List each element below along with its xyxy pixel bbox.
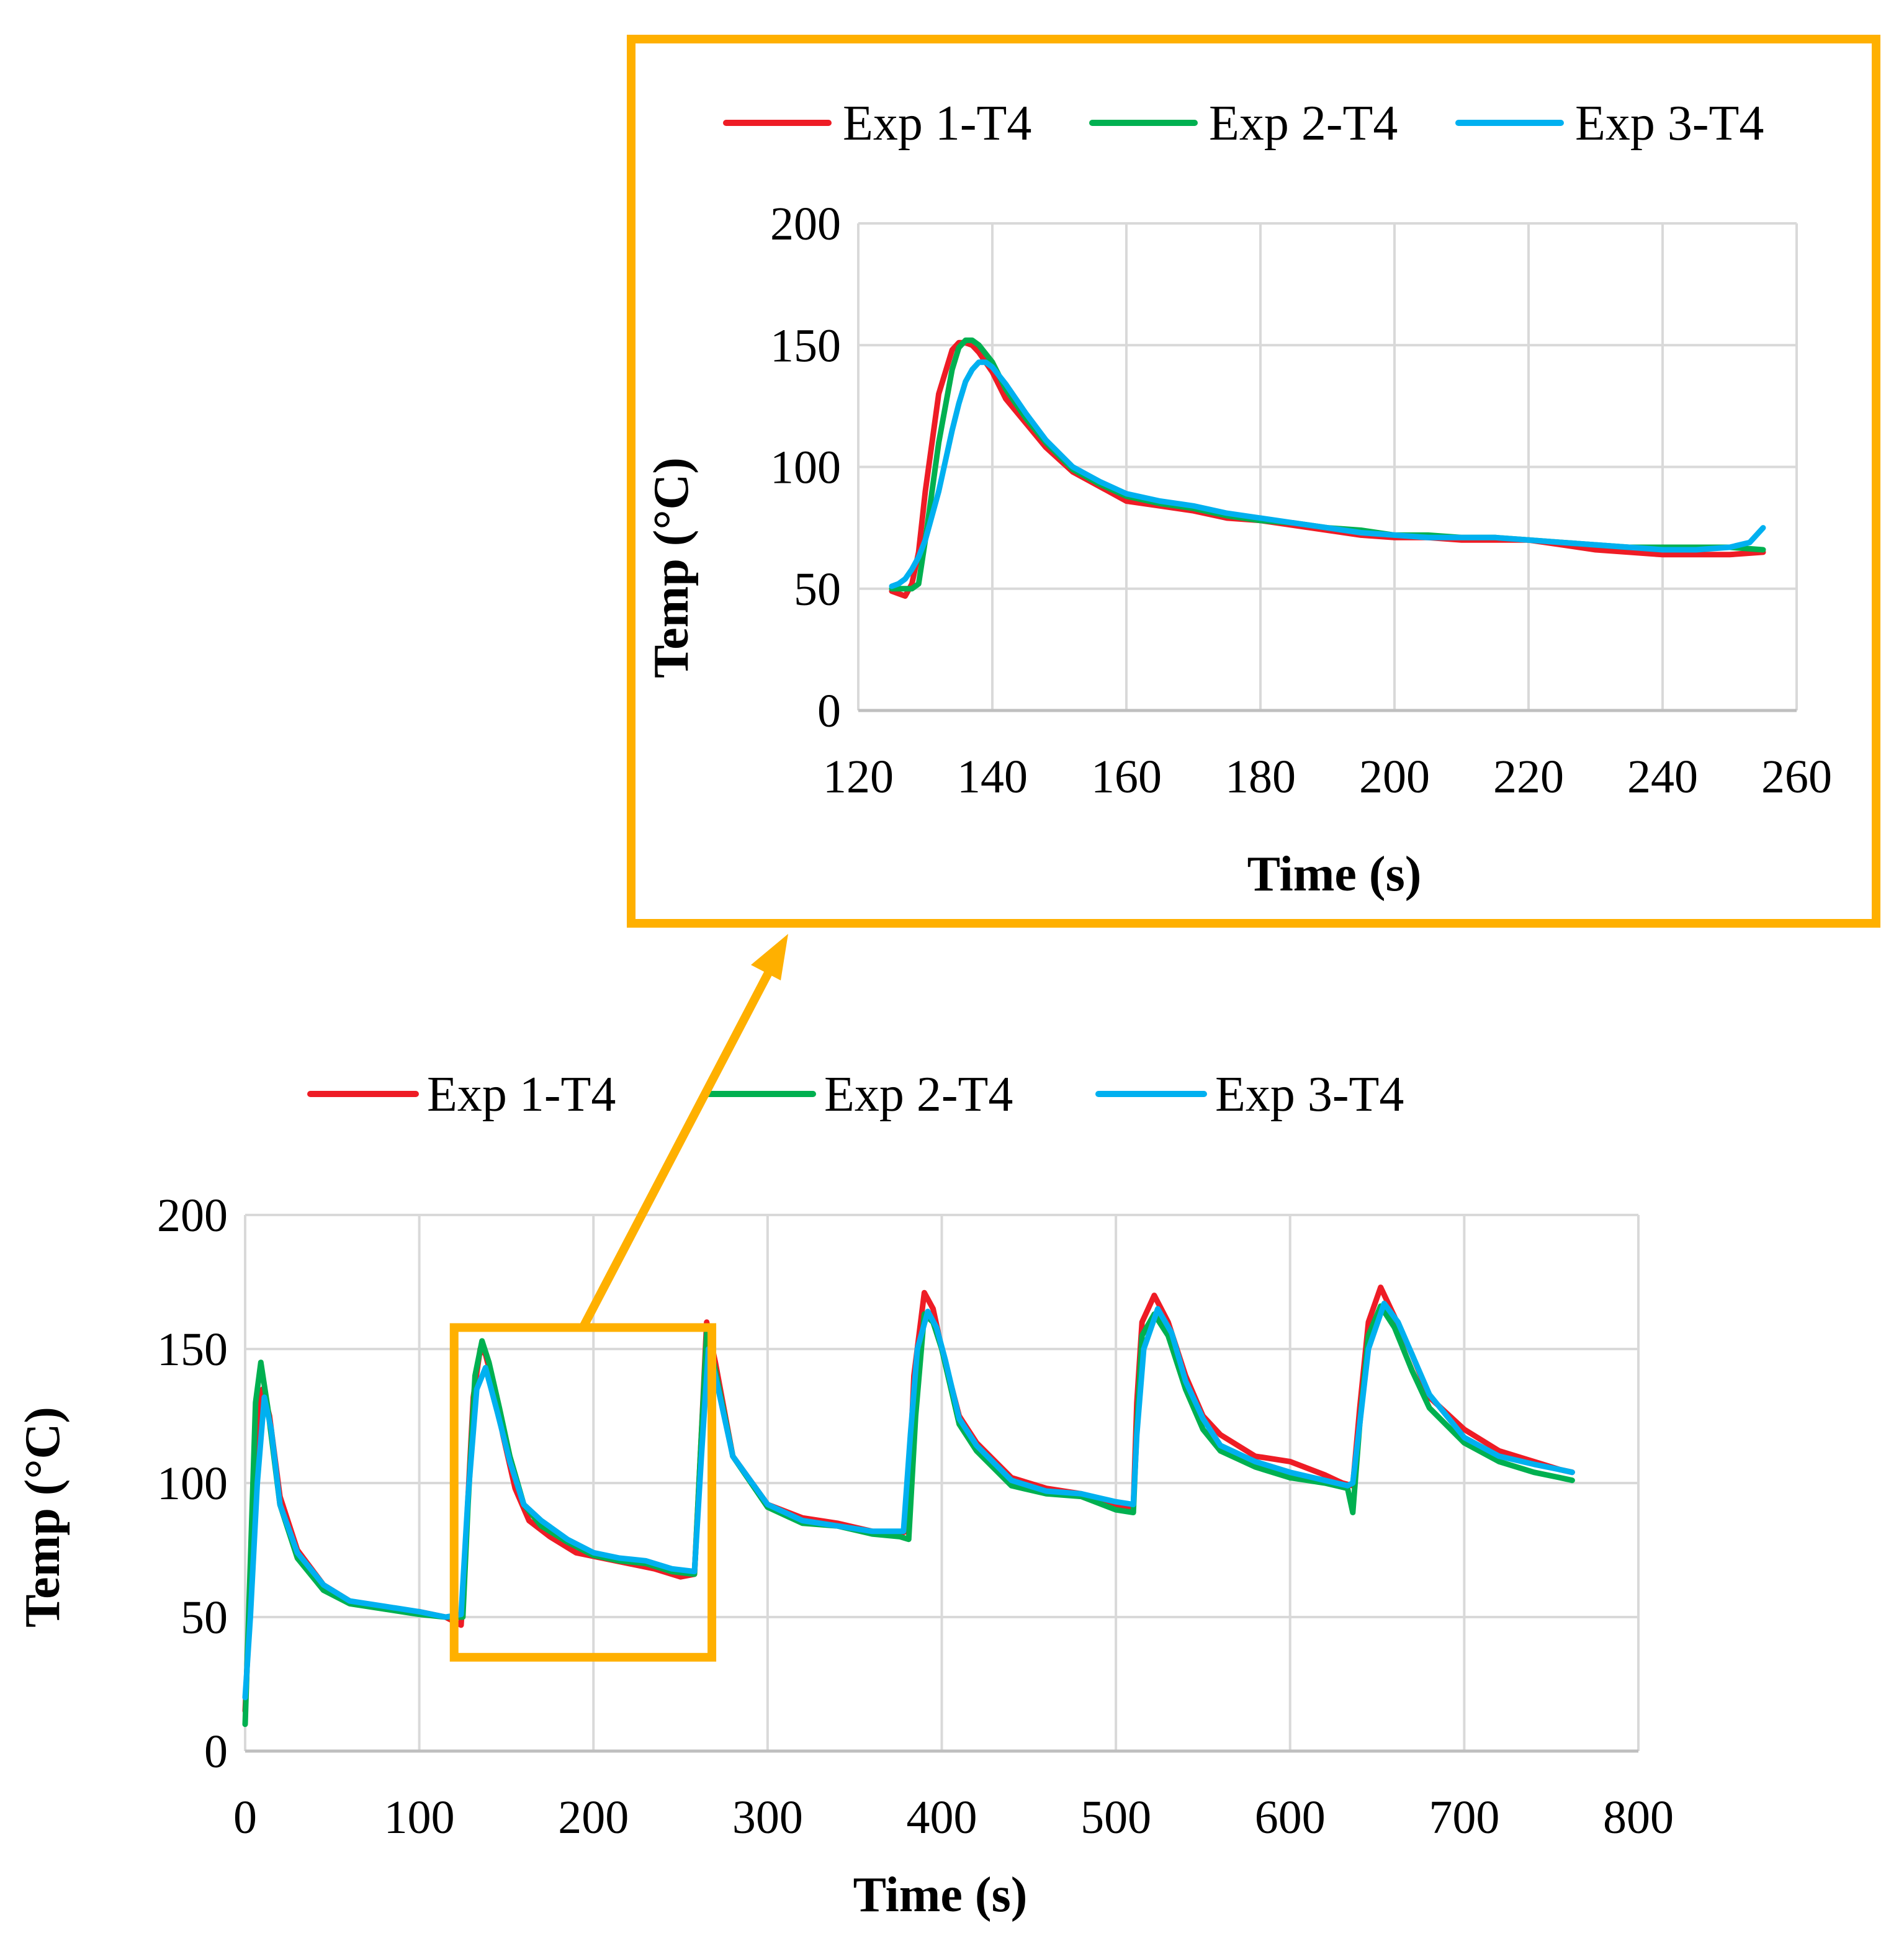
inset-x-tick-240: 240 — [1627, 751, 1698, 803]
main-x-tick-100: 100 — [384, 1791, 455, 1844]
inset-y-tick-100: 100 — [770, 442, 841, 494]
inset-x-tick-140: 140 — [957, 751, 1028, 803]
inset-x-tick-220: 220 — [1493, 751, 1564, 803]
main-y-tick-100: 100 — [157, 1458, 228, 1510]
main-x-axis-title: Time (s) — [853, 1868, 1028, 1922]
inset-grid — [857, 222, 1798, 712]
main-grid — [244, 1214, 1640, 1753]
inset-y-tick-labels: 0 50 100 150 200 — [770, 198, 841, 737]
main-legend-label-exp1: Exp 1-T4 — [427, 1067, 616, 1122]
inset-chart: 0 50 100 150 200 120 140 160 180 200 220 240 260 Ti… — [627, 35, 1880, 928]
inset-legend-label-exp2: Exp 2-T4 — [1209, 96, 1398, 151]
inset-y-tick-200: 200 — [770, 198, 841, 250]
main-x-tick-0: 0 — [233, 1791, 257, 1844]
zoom-highlight-box — [449, 1323, 717, 1662]
inset-y-tick-0: 0 — [817, 685, 841, 737]
inset-series-line-3 — [889, 359, 1766, 589]
main-x-tick-800: 800 — [1603, 1791, 1674, 1844]
main-y-tick-0: 0 — [204, 1726, 228, 1778]
main-x-tick-labels: 0 100 200 300 400 500 600 700 800 — [233, 1791, 1674, 1844]
inset-x-tick-180: 180 — [1225, 751, 1296, 803]
inset-legend: Exp 1-T4 Exp 2-T4 Exp 3-T4 — [723, 96, 1764, 151]
zoom-arrow-head — [751, 934, 788, 980]
inset-y-axis-title: Temp (°C) — [644, 457, 699, 678]
main-x-tick-200: 200 — [558, 1791, 629, 1844]
main-x-tick-600: 600 — [1255, 1791, 1326, 1844]
inset-legend-label-exp3: Exp 3-T4 — [1575, 96, 1764, 151]
inset-series — [889, 337, 1766, 599]
inset-x-tick-260: 260 — [1761, 751, 1832, 803]
main-x-tick-500: 500 — [1080, 1791, 1151, 1844]
inset-y-tick-150: 150 — [770, 320, 841, 372]
main-y-axis-title: Temp (°C) — [16, 1407, 70, 1628]
inset-y-tick-50: 50 — [794, 563, 841, 616]
main-x-tick-700: 700 — [1429, 1791, 1499, 1844]
main-chart: 0 50 100 150 200 0 100 200 300 400 500 600 700 800 T… — [16, 1067, 1674, 1922]
main-series-line-2 — [242, 1303, 1575, 1728]
main-x-tick-400: 400 — [907, 1791, 977, 1844]
inset-frame — [627, 35, 1880, 928]
main-x-tick-300: 300 — [732, 1791, 803, 1844]
inset-x-tick-160: 160 — [1091, 751, 1162, 803]
main-y-tick-150: 150 — [157, 1324, 228, 1376]
main-y-tick-200: 200 — [157, 1190, 228, 1242]
inset-x-tick-120: 120 — [823, 751, 894, 803]
main-legend: Exp 1-T4 Exp 2-T4 Exp 3-T4 — [307, 1067, 1404, 1122]
main-legend-label-exp2: Exp 2-T4 — [824, 1067, 1013, 1122]
main-legend-label-exp3: Exp 3-T4 — [1215, 1067, 1404, 1122]
inset-x-tick-labels: 120 140 160 180 200 220 240 260 — [823, 751, 1832, 803]
zoom-arrow — [579, 934, 788, 1329]
inset-x-tick-200: 200 — [1359, 751, 1430, 803]
main-y-tick-50: 50 — [181, 1592, 228, 1644]
main-y-tick-labels: 0 50 100 150 200 — [157, 1190, 228, 1778]
inset-x-axis-title: Time (s) — [1247, 847, 1422, 902]
main-series — [242, 1284, 1575, 1728]
zoom-arrow-shaft — [579, 956, 780, 1329]
inset-legend-label-exp1: Exp 1-T4 — [843, 96, 1031, 151]
